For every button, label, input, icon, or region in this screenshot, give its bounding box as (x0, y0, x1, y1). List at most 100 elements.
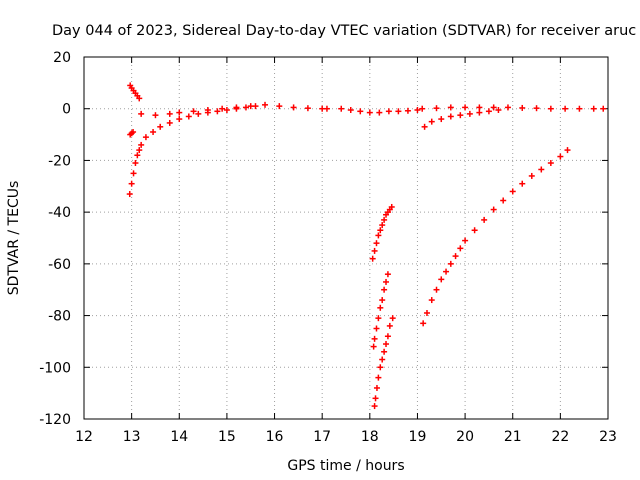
data-point (176, 109, 183, 116)
data-point (495, 107, 502, 114)
y-tick-label: 20 (53, 50, 71, 66)
data-point (134, 152, 141, 159)
x-tick-label: 15 (218, 429, 236, 445)
data-point (130, 170, 137, 177)
y-tick-labels: 20 0 -20 -40 -60 -80 -100 -120 (39, 50, 71, 428)
x-tick-label: 21 (504, 429, 522, 445)
data-point (438, 276, 445, 283)
data-point (386, 322, 393, 329)
x-tick-label: 16 (266, 429, 284, 445)
data-point (428, 118, 435, 125)
data-point (381, 286, 388, 293)
x-tick-label: 20 (456, 429, 474, 445)
x-tick-label: 14 (170, 429, 188, 445)
data-point (481, 216, 488, 223)
x-axis-label: GPS time / hours (287, 458, 404, 474)
data-point (414, 107, 421, 114)
data-point (138, 141, 145, 148)
data-point (132, 160, 139, 167)
data-point (590, 105, 597, 112)
data-point (247, 103, 254, 110)
data-point (190, 108, 197, 115)
data-point (504, 104, 511, 111)
data-point (490, 206, 497, 213)
data-point (476, 109, 483, 116)
data-point (373, 384, 380, 391)
data-point (379, 356, 386, 363)
x-tick-label: 22 (551, 429, 569, 445)
data-point (557, 153, 564, 160)
data-point (533, 105, 540, 112)
data-point (366, 109, 373, 116)
data-point (421, 123, 428, 130)
data-point (166, 110, 173, 117)
data-point (136, 147, 143, 154)
data-point (375, 315, 382, 322)
data-point (564, 147, 571, 154)
data-point (447, 113, 454, 120)
data-point (375, 374, 382, 381)
x-tick-label: 13 (123, 429, 141, 445)
data-point (347, 107, 354, 114)
series-arc-18-a (369, 203, 395, 262)
data-point (433, 105, 440, 112)
data-point (372, 395, 379, 402)
data-point (490, 104, 497, 111)
data-point (600, 105, 607, 112)
x-tick-labels: 12 13 14 15 16 17 18 19 20 21 22 23 (75, 429, 617, 445)
data-point (176, 116, 183, 123)
data-point (547, 105, 554, 112)
data-point (457, 245, 464, 252)
data-point (462, 104, 469, 111)
chart-title: Day 044 of 2023, Sidereal Day-to-day VTE… (52, 23, 636, 39)
y-tick-label: -120 (39, 412, 71, 428)
data-point (373, 325, 380, 332)
plot-border (83, 56, 609, 420)
data-point (388, 203, 395, 210)
x-tick-label: 18 (361, 429, 379, 445)
data-point (485, 108, 492, 115)
data-point (384, 333, 391, 340)
data-point (377, 304, 384, 311)
data-point (128, 180, 135, 187)
data-point (136, 95, 143, 102)
data-point (528, 172, 535, 179)
series-arc-18-c (371, 315, 396, 410)
series-arc-13-pos (127, 82, 143, 102)
data-point (576, 105, 583, 112)
y-tick-label: -20 (48, 153, 71, 169)
data-point (276, 103, 283, 110)
x-tick-label: 12 (75, 429, 93, 445)
data-point (375, 232, 382, 239)
data-point (466, 110, 473, 117)
series-arc-19-20 (420, 147, 571, 327)
data-point (509, 188, 516, 195)
data-point (338, 105, 345, 112)
data-point (262, 101, 269, 108)
series-arc-18-b (370, 271, 391, 350)
y-tick-label: -40 (48, 205, 71, 221)
data-point (462, 237, 469, 244)
data-point (130, 128, 137, 135)
data-point (219, 105, 226, 112)
data-point (185, 113, 192, 120)
y-tick-label: -60 (48, 257, 71, 273)
data-point (214, 108, 221, 115)
data-point (126, 191, 133, 198)
data-point (157, 123, 164, 130)
data-point (373, 240, 380, 247)
data-point (457, 112, 464, 119)
data-point (377, 227, 384, 234)
data-point (381, 216, 388, 223)
data-point (323, 105, 330, 112)
data-point (562, 105, 569, 112)
data-point (357, 108, 364, 115)
data-point (443, 268, 450, 275)
series-arc-13-neg (126, 103, 259, 198)
data-points (126, 82, 607, 410)
data-point (204, 107, 211, 114)
series-band-13-17 (138, 101, 330, 119)
data-point (371, 247, 378, 254)
data-point (476, 104, 483, 111)
data-point (376, 109, 383, 116)
